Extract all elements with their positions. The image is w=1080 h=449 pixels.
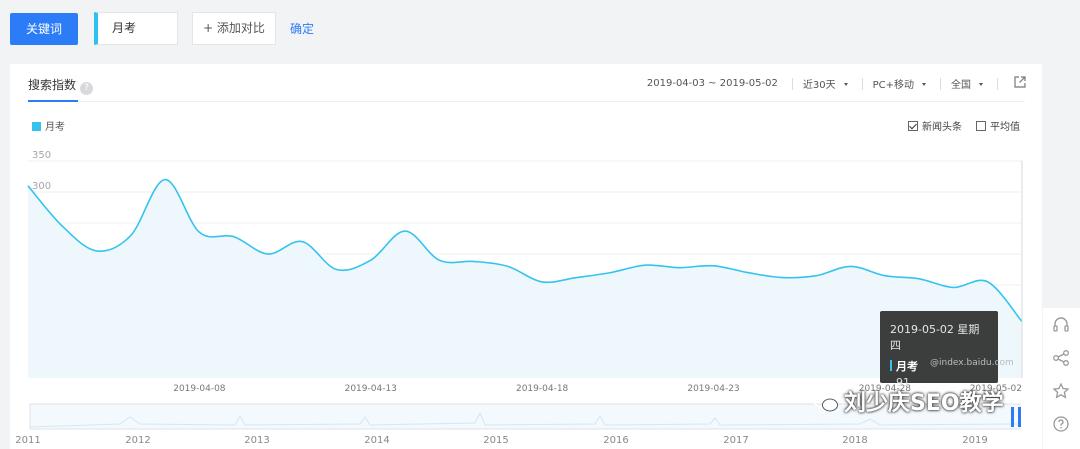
panel-divider: [28, 101, 1025, 102]
overview-line: [29, 411, 1021, 428]
overview-handle-left: [1011, 407, 1014, 427]
date-range[interactable]: 2019-04-03 ~ 2019-05-02: [646, 78, 778, 89]
overview-year-label: 2011: [15, 435, 40, 446]
legend-swatch: [32, 122, 41, 131]
x-tick-label: 2019-04-23: [687, 384, 739, 394]
region-select[interactable]: 全国: [951, 76, 983, 91]
overview-year-label: 2013: [244, 435, 269, 446]
y-tick-label: 300: [32, 181, 51, 192]
star-icon[interactable]: [1052, 382, 1070, 400]
help-icon[interactable]: [1052, 415, 1070, 433]
period-select[interactable]: 近30天: [803, 76, 848, 91]
x-tick-label: 2019-04-28: [859, 384, 912, 394]
side-toolbar: [1043, 308, 1080, 449]
checkbox-icon: [976, 121, 986, 131]
overview-year-label: 2015: [483, 435, 508, 446]
overview-year-label: 2014: [364, 435, 389, 446]
external-link-icon[interactable]: [1014, 76, 1026, 91]
filter-separator: [861, 77, 863, 90]
filter-separator: [997, 77, 998, 90]
overview-handle-right: [1018, 407, 1021, 427]
x-tick-label: 2019-04-18: [516, 384, 569, 394]
x-tick-label: 2019-05-02: [970, 384, 1022, 394]
legend-label: 月考: [45, 122, 65, 133]
chart-tooltip: 2019-05-02 星期四 月考 91: [880, 311, 998, 389]
news-checkbox[interactable]: 新闻头条: [908, 118, 962, 133]
dropdown-arrow-icon: [843, 83, 848, 86]
dropdown-arrow-icon: [979, 83, 983, 86]
wechat-icon: [813, 391, 838, 412]
keyword-input[interactable]: 月考: [94, 12, 178, 45]
overview-year-label: 2012: [125, 435, 150, 446]
panel-title-text: 搜索指数: [28, 78, 77, 92]
device-select[interactable]: PC+移动: [873, 76, 926, 91]
share-icon[interactable]: [1052, 349, 1070, 367]
wechat-overlay: 刘少庆SEO教学: [812, 385, 1004, 417]
tooltip-value: 91: [896, 376, 910, 389]
panel-title: 搜索指数?: [28, 76, 94, 95]
average-label: 平均值: [990, 122, 1020, 133]
overview-year-label: 2019: [962, 435, 987, 446]
filter-separator: [791, 77, 793, 90]
tooltip-date: 2019-05-02 星期四: [890, 323, 980, 352]
checkbox-icon: [908, 121, 918, 131]
watermark: @index.baidu.com: [930, 358, 1014, 368]
keyword-button[interactable]: 关键词: [10, 13, 78, 45]
overview-year-label: 2017: [723, 435, 748, 446]
series-area: [28, 179, 1022, 378]
period-label: 近30天: [802, 80, 836, 91]
overview-year-label: 2016: [603, 435, 628, 446]
headset-icon[interactable]: [1052, 316, 1070, 334]
x-tick-label: 2019-04-13: [345, 384, 397, 394]
series-line: [27, 178, 1023, 323]
tooltip-series: 月考: [890, 358, 988, 374]
overview-year-label: 2018: [842, 435, 867, 446]
average-checkbox[interactable]: 平均值: [976, 118, 1020, 133]
chart-options: 新闻头条 平均值: [894, 118, 1020, 133]
filter-separator: [940, 77, 941, 90]
device-label: PC+移动: [872, 80, 914, 91]
x-tick-label: 2019-04-08: [173, 384, 226, 394]
filter-bar: 2019-04-03 ~ 2019-05-02 近30天 PC+移动 全国: [637, 76, 1026, 91]
news-label: 新闻头条: [922, 122, 962, 133]
region-label: 全国: [951, 80, 971, 91]
tab-underline: [28, 100, 78, 102]
chart-legend[interactable]: 月考: [32, 118, 65, 133]
confirm-link[interactable]: 确定: [290, 22, 315, 36]
wechat-text: 刘少庆SEO教学: [844, 391, 1004, 416]
question-icon[interactable]: ?: [80, 82, 94, 95]
dropdown-arrow-icon: [922, 83, 926, 86]
y-tick-label: 350: [32, 150, 51, 161]
add-compare-button[interactable]: + 添加对比: [192, 12, 276, 45]
